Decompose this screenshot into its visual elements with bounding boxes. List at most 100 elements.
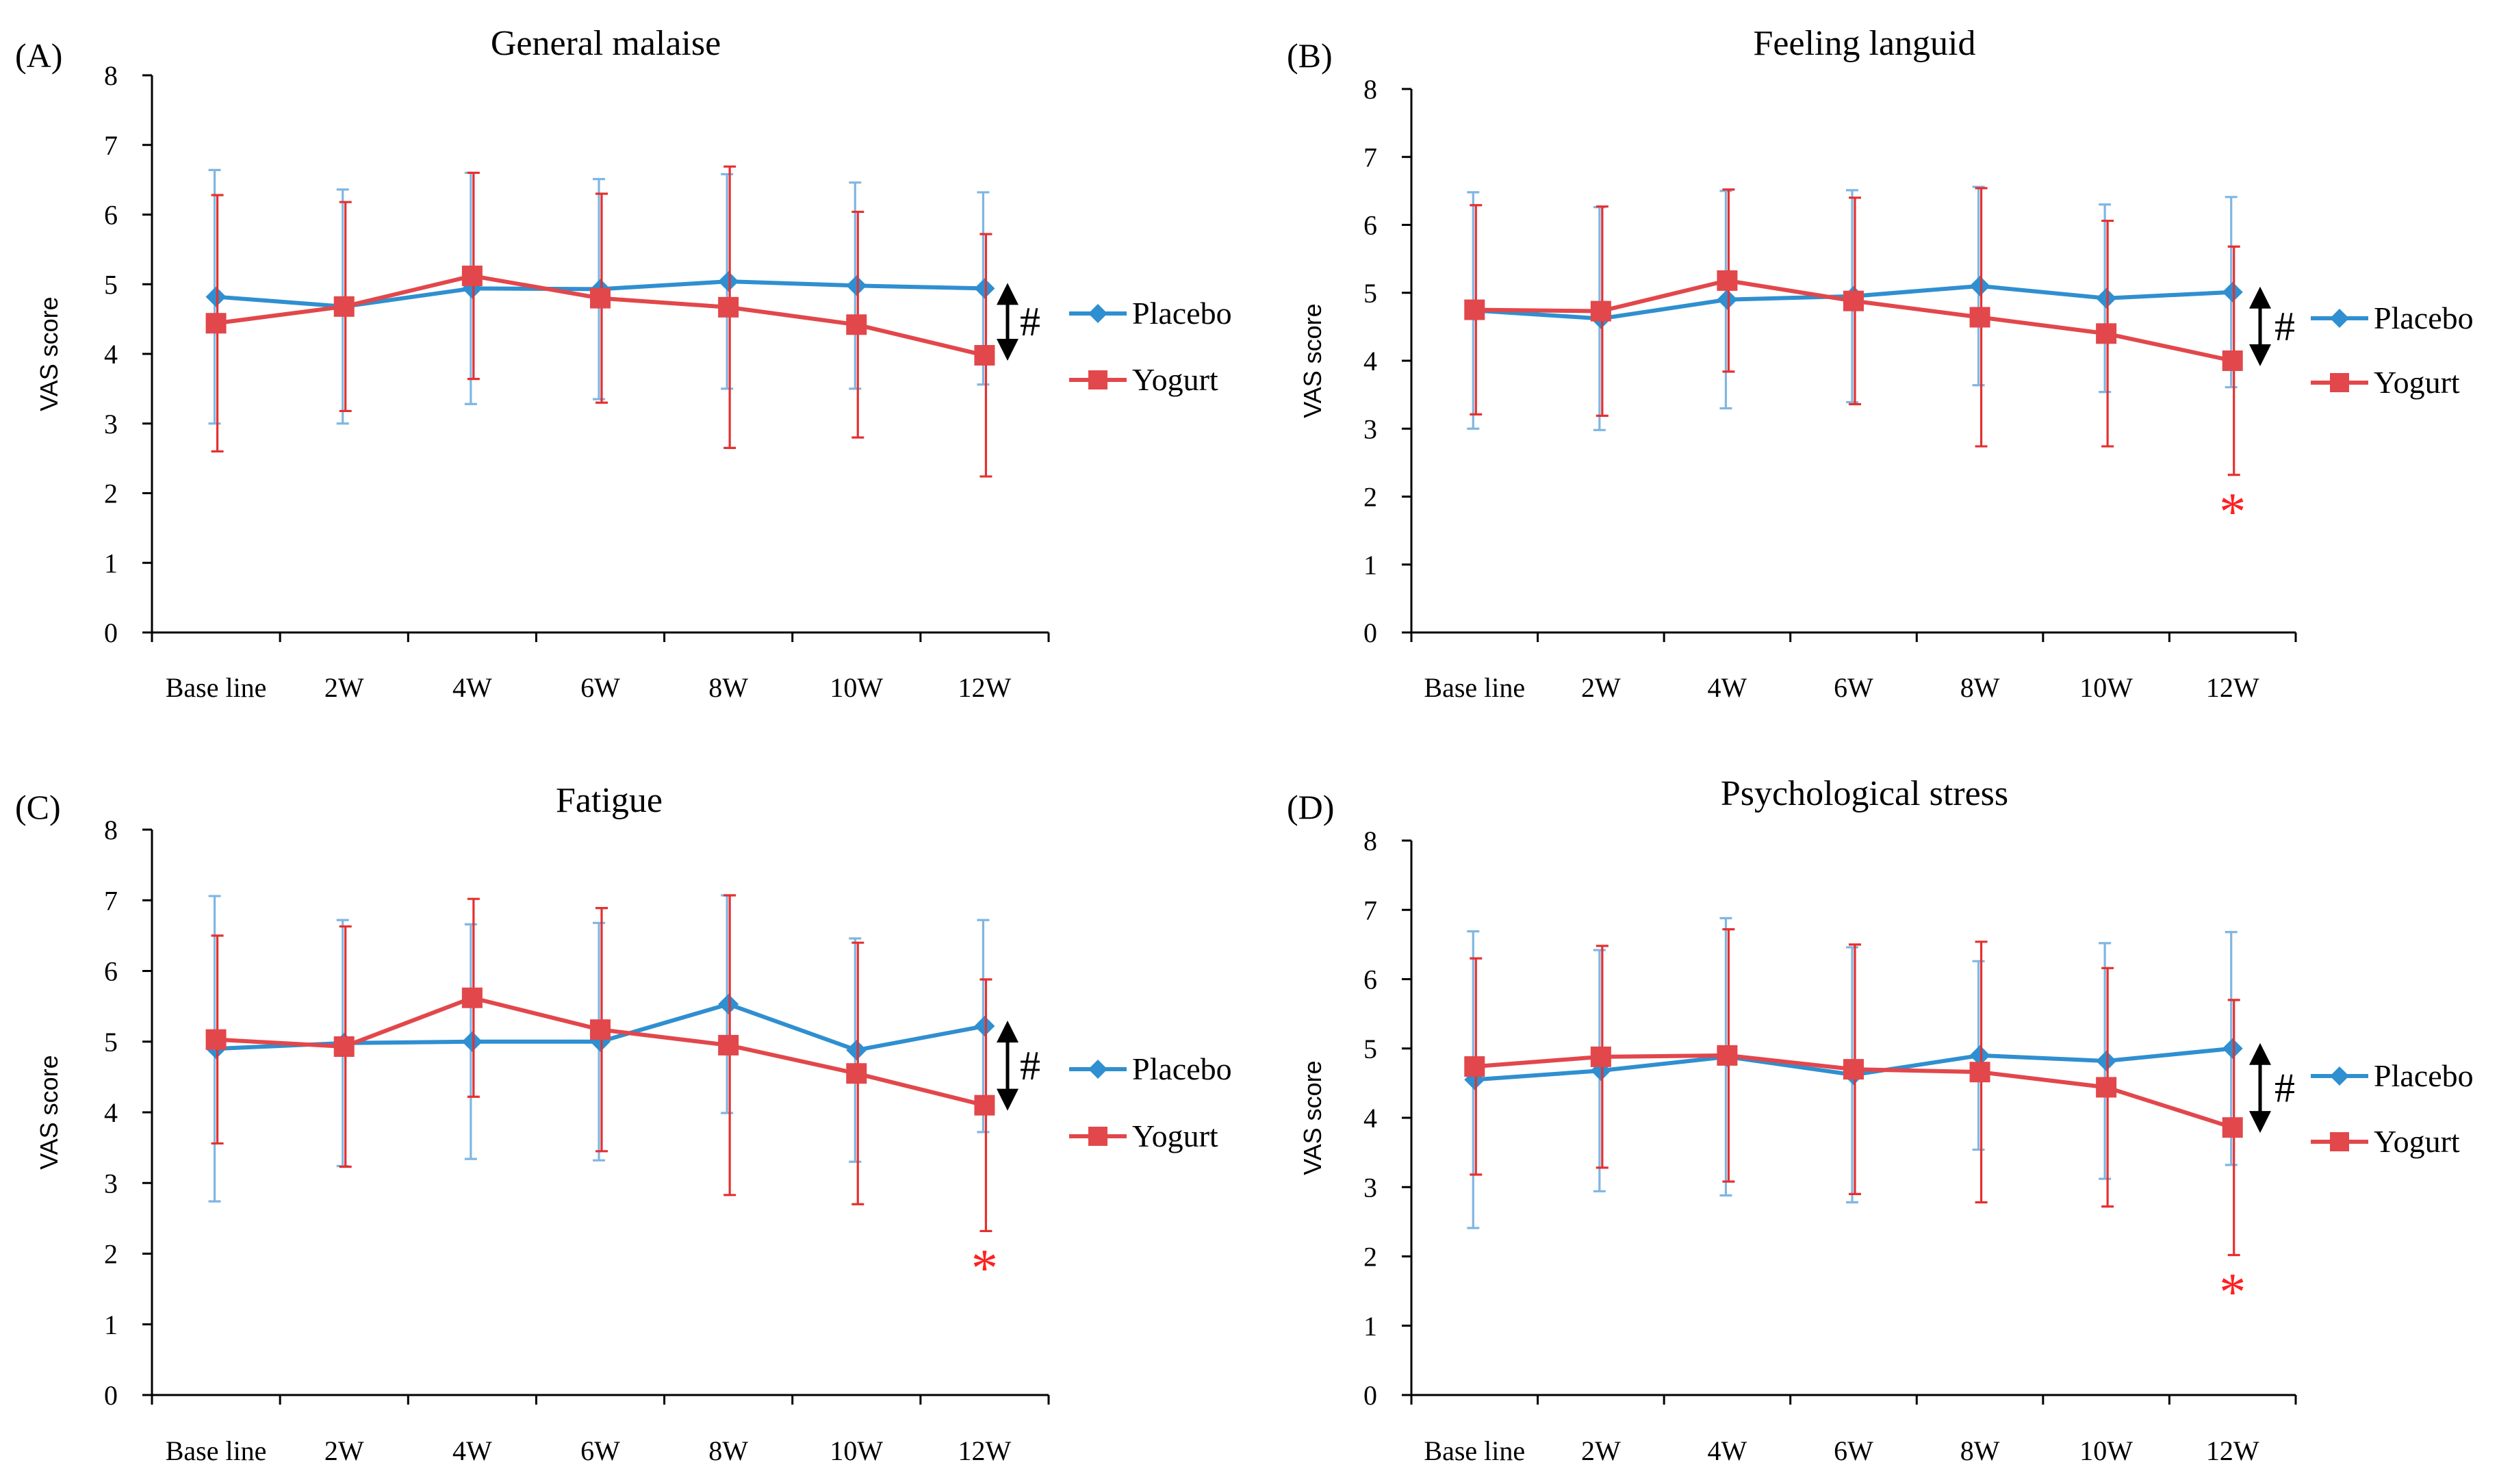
x-tick-label: 4W xyxy=(1708,1435,1747,1466)
data-point-yogurt xyxy=(2096,323,2117,344)
legend-marker-yogurt xyxy=(1088,370,1107,389)
panel-label: (A) xyxy=(15,36,62,75)
data-point-placebo xyxy=(2222,1038,2243,1059)
legend: Placebo Yogurt xyxy=(2311,300,2474,400)
y-tick-label: 0 xyxy=(1363,1380,1377,1411)
x-tick-label: 10W xyxy=(830,1435,883,1466)
data-point-placebo xyxy=(1969,275,1990,296)
x-tick-label: 2W xyxy=(1581,1435,1621,1466)
data-point-yogurt xyxy=(718,296,739,318)
data-point-yogurt xyxy=(2096,1077,2117,1098)
y-tick-label: 8 xyxy=(1363,74,1377,105)
y-tick-label: 0 xyxy=(104,1380,118,1411)
y-tick-label: 5 xyxy=(104,269,118,300)
x-tick-label: 4W xyxy=(452,1435,492,1466)
data-point-yogurt xyxy=(333,1036,355,1057)
legend-label-yogurt: Yogurt xyxy=(1132,1118,1218,1153)
data-point-yogurt xyxy=(974,1095,995,1116)
x-tick-label: 8W xyxy=(1960,672,2000,703)
y-tick-label: 8 xyxy=(104,815,118,845)
y-tick-label: 6 xyxy=(104,200,118,231)
x-tick-label: Base line xyxy=(1424,672,1525,703)
x-tick-label: 4W xyxy=(1708,672,1747,703)
series-placebo xyxy=(205,894,995,1203)
x-tick-label: 6W xyxy=(1834,672,1873,703)
y-tick-label: 1 xyxy=(104,548,118,578)
data-point-yogurt xyxy=(974,345,995,366)
chart-panel-a: (A) General malaise VAS score 0 1 2 3 4 5 6 7 8 Base… xyxy=(15,24,1232,703)
x-tick-label: 12W xyxy=(958,1435,1012,1466)
legend-marker-placebo xyxy=(2330,309,2349,328)
legend-label-placebo: Placebo xyxy=(1132,1051,1232,1086)
panel-label: (C) xyxy=(15,788,61,826)
arrow-down-head xyxy=(2249,344,2271,366)
y-tick-label: 1 xyxy=(1363,550,1377,580)
y-tick-label: 7 xyxy=(104,885,118,916)
data-point-yogurt xyxy=(461,987,483,1008)
y-tick-label: 5 xyxy=(1363,278,1377,309)
y-tick-label: 8 xyxy=(104,60,118,91)
legend-label-yogurt: Yogurt xyxy=(2374,1124,2460,1159)
arrow-up-head xyxy=(2249,1042,2271,1065)
legend-label-placebo: Placebo xyxy=(2374,1058,2474,1093)
data-point-yogurt xyxy=(1717,1045,1738,1066)
legend-marker-placebo xyxy=(1088,304,1107,323)
significance-star: * xyxy=(2219,1262,2246,1321)
series-yogurt xyxy=(1464,187,2243,476)
data-point-yogurt xyxy=(1969,1062,1990,1083)
series-yogurt xyxy=(205,894,995,1233)
legend-marker-placebo xyxy=(1088,1060,1107,1079)
significance-star: * xyxy=(2219,482,2246,541)
y-tick-label: 6 xyxy=(1363,210,1377,241)
chart-title: Feeling languid xyxy=(1754,24,1976,63)
legend-label-placebo: Placebo xyxy=(1132,296,1232,331)
data-point-placebo xyxy=(846,275,867,296)
x-tick-label: Base line xyxy=(166,1435,267,1466)
double-arrow-icon xyxy=(2249,286,2271,366)
data-point-yogurt xyxy=(1464,1056,1485,1077)
x-tick-label: 12W xyxy=(2206,1435,2259,1466)
y-tick-label: 3 xyxy=(1363,413,1377,444)
x-tick-label: 2W xyxy=(1581,672,1621,703)
y-axis-label: VAS score xyxy=(35,1055,63,1169)
data-point-yogurt xyxy=(846,1063,867,1084)
data-point-yogurt xyxy=(461,266,483,287)
x-tick-label: Base line xyxy=(166,672,267,703)
significance-star: * xyxy=(971,1238,998,1297)
legend-label-yogurt: Yogurt xyxy=(1132,362,1218,397)
data-point-yogurt xyxy=(1590,1046,1611,1067)
y-tick-label: 7 xyxy=(1363,895,1377,925)
y-tick-label: 5 xyxy=(1363,1034,1377,1064)
x-tick-label: Base line xyxy=(1424,1435,1525,1466)
x-tick-label: 6W xyxy=(580,1435,620,1466)
data-point-placebo xyxy=(846,1040,867,1061)
data-point-yogurt xyxy=(205,313,227,334)
y-tick-label: 0 xyxy=(1363,617,1377,648)
y-tick-label: 4 xyxy=(104,1097,118,1128)
x-tick-label: 6W xyxy=(1834,1435,1873,1466)
data-point-yogurt xyxy=(205,1029,227,1050)
data-point-placebo xyxy=(205,286,227,307)
data-point-yogurt xyxy=(1590,300,1611,322)
data-point-placebo xyxy=(1969,1045,1990,1066)
data-point-placebo xyxy=(974,278,995,299)
y-tick-label: 2 xyxy=(104,478,118,509)
y-axis-label: VAS score xyxy=(1298,303,1327,418)
data-point-placebo xyxy=(2096,287,2117,309)
x-tick-label: 8W xyxy=(708,672,748,703)
arrow-down-head xyxy=(2249,1111,2271,1134)
y-tick-label: 2 xyxy=(1363,1242,1377,1272)
x-tick-label: 10W xyxy=(2079,672,2133,703)
y-tick-label: 7 xyxy=(1363,142,1377,172)
data-point-placebo xyxy=(2222,281,2243,303)
data-point-placebo xyxy=(2096,1050,2117,1071)
legend-marker-placebo xyxy=(2330,1066,2349,1086)
chart-panel-c: (C) Fatigue VAS score 0 1 2 3 4 5 6 7 8 Base line 2W 4… xyxy=(15,781,1232,1466)
y-tick-label: 2 xyxy=(104,1239,118,1270)
double-arrow-icon xyxy=(997,1021,1018,1111)
x-tick-label: 4W xyxy=(452,672,492,703)
y-tick-label: 5 xyxy=(104,1027,118,1058)
x-tick-label: 12W xyxy=(958,672,1012,703)
significance-hash: # xyxy=(1020,299,1040,344)
